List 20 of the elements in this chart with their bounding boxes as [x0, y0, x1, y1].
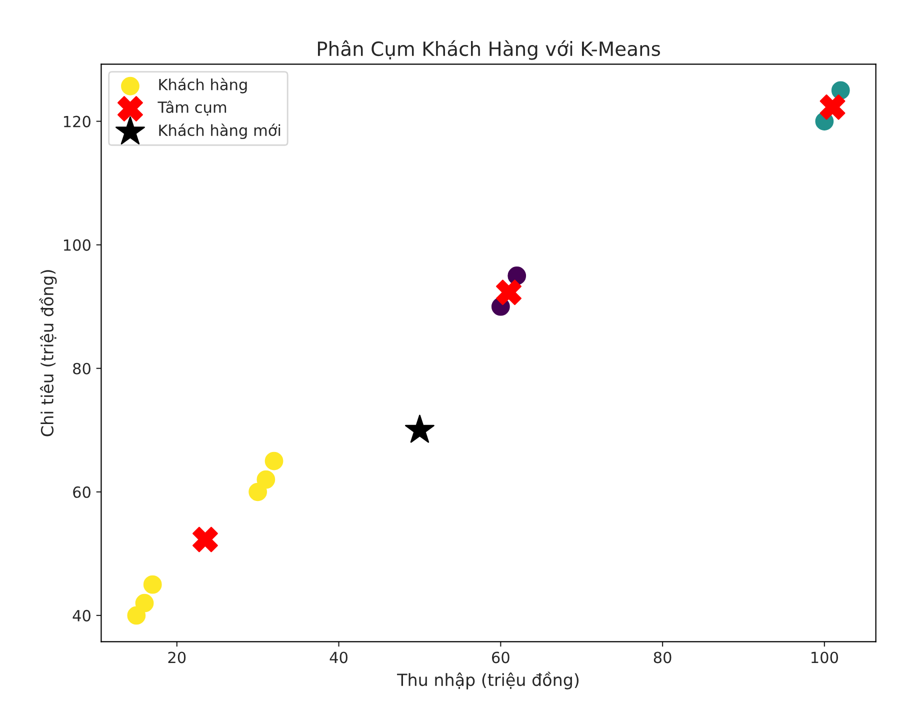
point — [405, 414, 434, 443]
legend-label: Khách hàng — [159, 78, 247, 94]
legend-label: Tâm cụm — [158, 100, 226, 116]
x-axis-title: Thu nhập (triệu đồng) — [397, 672, 579, 690]
y-tick-label: 40 — [72, 610, 90, 622]
y-tick-label: 100 — [64, 239, 90, 251]
x-tick-label: 60 — [492, 652, 510, 664]
x-tick-label: 80 — [654, 652, 672, 664]
y-tick-label: 80 — [73, 362, 90, 374]
point — [820, 94, 846, 120]
legend-label: Khách hàng mới — [159, 124, 280, 140]
x-tick-label: 100 — [812, 652, 838, 664]
y-tick-label: 60 — [73, 486, 90, 498]
point — [496, 280, 522, 306]
y-tick-label: 120 — [64, 116, 90, 128]
point — [192, 526, 218, 552]
y-axis-title: Chi tiêu (triệu đồng) — [39, 270, 57, 436]
x-tick-label: 20 — [168, 652, 186, 664]
chart-title: Phân Cụm Khách Hàng với K-Means — [318, 40, 660, 60]
x-tick-label: 40 — [330, 652, 348, 664]
